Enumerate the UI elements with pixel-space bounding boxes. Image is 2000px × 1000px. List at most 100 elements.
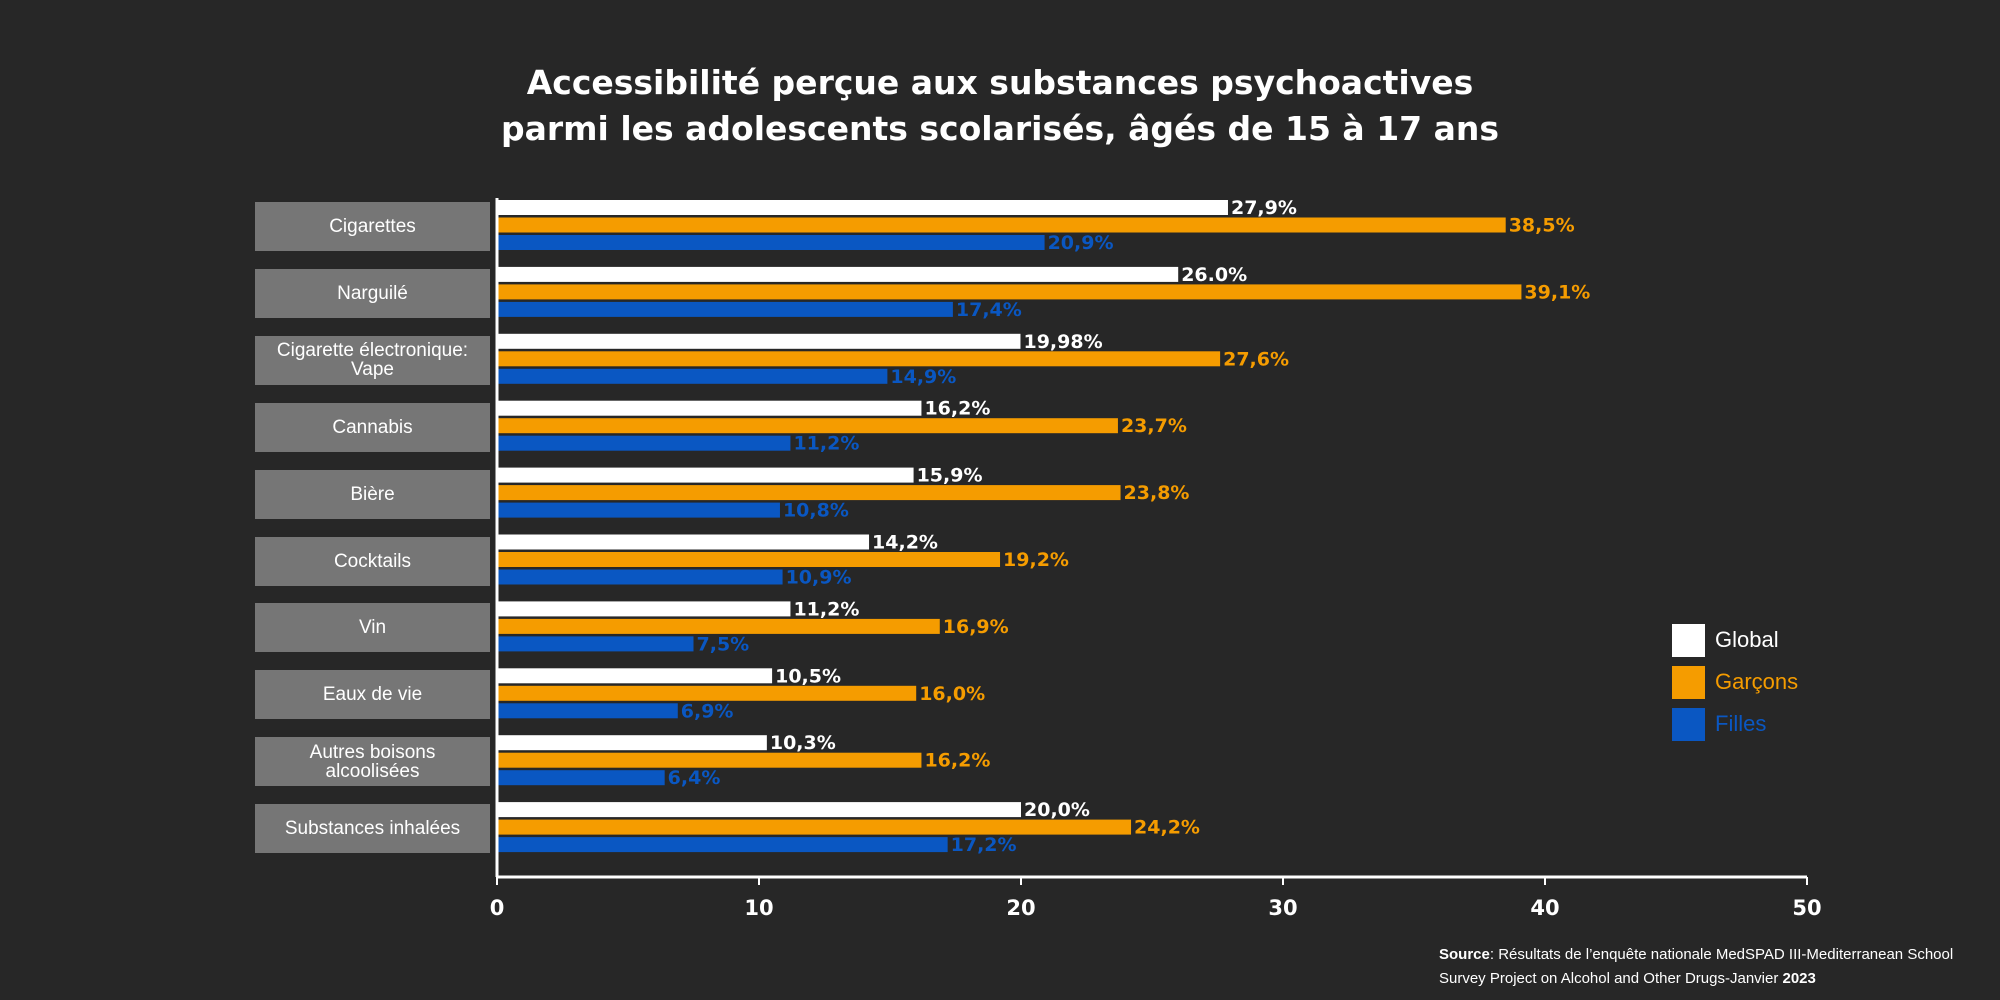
data-label-garcons: 39,1% <box>1524 281 1590 303</box>
category-label: Substances inhalées <box>284 818 461 840</box>
bar-filles <box>497 837 948 853</box>
bar-garcons <box>497 284 1522 300</box>
source-label: Source <box>1439 946 1490 963</box>
legend-label-global: Global <box>1715 627 1779 652</box>
data-label-garcons: 16,2% <box>924 750 990 772</box>
source-note: Source: Résultats de l’enquête nationale… <box>1439 943 1999 991</box>
category-label: Narguilé <box>337 282 408 304</box>
bar-garcons <box>497 485 1121 501</box>
chart-title: Accessibilité perçue aux substances psyc… <box>0 60 2000 152</box>
data-label-global: 14,2% <box>872 532 938 554</box>
category-label-box: Cocktails <box>255 536 490 586</box>
data-label-garcons: 16,9% <box>943 616 1009 638</box>
x-tick-label: 0 <box>490 896 505 920</box>
category-label-box: Eaux de vie <box>255 670 490 720</box>
x-tick-label: 30 <box>1268 896 1297 920</box>
bar-global <box>497 735 767 751</box>
data-label-filles: 20,9% <box>1048 232 1114 254</box>
category-label-box: Cigarettes <box>255 202 490 251</box>
x-tick-label: 50 <box>1792 896 1821 920</box>
data-label-garcons: 38,5% <box>1509 215 1575 237</box>
bar-global <box>497 400 922 416</box>
category-label: Cigarette électronique: Vape <box>276 340 469 381</box>
bar-garcons <box>497 418 1118 434</box>
bar-garcons <box>497 618 940 634</box>
legend-item-filles: Filles <box>1672 707 1798 741</box>
bar-global <box>497 200 1228 215</box>
data-label-garcons: 23,8% <box>1124 482 1190 504</box>
data-label-global: 11,2% <box>793 598 859 620</box>
data-label-filles: 6,9% <box>681 700 734 722</box>
data-label-global: 20,0% <box>1024 799 1090 821</box>
category-label: Autres boisons alcoolisées <box>309 741 436 782</box>
category-label-box: Bière <box>255 469 490 519</box>
bar-filles <box>497 770 665 786</box>
data-label-global: 15,9% <box>917 465 983 487</box>
data-label-global: 27,9% <box>1231 197 1297 219</box>
category-label-box: Substances inhalées <box>255 804 490 854</box>
data-label-global: 10,5% <box>775 665 841 687</box>
x-tick-label: 40 <box>1530 896 1559 920</box>
bar-garcons <box>497 217 1506 233</box>
category-label: Cigarettes <box>329 216 416 237</box>
bar-global <box>497 266 1179 282</box>
bar-garcons <box>497 752 922 768</box>
category-label-box: Narguilé <box>255 268 490 318</box>
category-label: Cocktails <box>333 550 412 572</box>
bar-filles <box>497 569 783 585</box>
bar-garcons <box>497 351 1221 367</box>
category-label-box: Cannabis <box>255 402 490 452</box>
x-tick-label: 20 <box>1006 896 1035 920</box>
bar-global <box>497 467 914 483</box>
x-tick-label: 10 <box>744 896 773 920</box>
legend: Global Garçons Filles <box>1672 623 1798 750</box>
bar-filles <box>497 235 1045 250</box>
bar-global <box>497 333 1021 349</box>
bar-filles <box>497 703 678 719</box>
source-year: 2023 <box>1782 970 1816 987</box>
data-label-global: 10,3% <box>770 732 836 754</box>
data-label-filles: 14,9% <box>890 366 956 388</box>
bar-global <box>497 802 1021 818</box>
data-label-garcons: 24,2% <box>1134 817 1200 839</box>
bar-global <box>497 601 791 617</box>
legend-item-global: Global <box>1672 623 1798 657</box>
bar-garcons <box>497 819 1132 835</box>
data-label-garcons: 23,7% <box>1121 415 1187 437</box>
bar-filles <box>497 636 694 652</box>
data-label-filles: 17,4% <box>956 299 1022 321</box>
legend-swatch-global <box>1672 623 1705 657</box>
legend-label-filles: Filles <box>1715 711 1767 736</box>
data-label-global: 19,98% <box>1023 331 1102 353</box>
data-label-filles: 11,2% <box>793 433 859 455</box>
category-label: Eaux de vie <box>322 684 423 706</box>
bar-garcons <box>497 685 917 701</box>
category-label: Cannabis <box>332 416 413 438</box>
bar-global <box>497 668 773 684</box>
legend-swatch-garcons <box>1672 665 1705 699</box>
category-label: Bière <box>350 483 395 505</box>
category-label-box: Vin <box>255 603 490 653</box>
data-label-garcons: 19,2% <box>1003 549 1069 571</box>
category-label-box: Cigarette électronique: Vape <box>255 335 490 385</box>
data-label-garcons: 16,0% <box>919 683 985 705</box>
data-label-filles: 17,2% <box>951 834 1017 856</box>
legend-swatch-filles <box>1672 707 1705 741</box>
chart-title-line-2: parmi les adolescents scolarisés, âgés d… <box>500 109 1500 148</box>
category-label-box: Autres boisons alcoolisées <box>255 737 490 787</box>
data-label-global: 16,2% <box>924 398 990 420</box>
data-label-filles: 10,9% <box>786 567 852 589</box>
data-label-filles: 10,8% <box>783 500 849 522</box>
source-text: : Résultats de l’enquête nationale MedSP… <box>1439 946 1954 987</box>
bar-garcons <box>497 552 1001 567</box>
bar-global <box>497 534 870 550</box>
data-label-filles: 6,4% <box>668 767 721 789</box>
category-label: Vin <box>358 617 387 639</box>
legend-item-garcons: Garçons <box>1672 665 1798 699</box>
bar-filles <box>497 301 953 317</box>
chart-title-line-1: Accessibilité perçue aux substances psyc… <box>526 63 1474 102</box>
data-label-garcons: 27,6% <box>1223 348 1289 370</box>
data-label-filles: 7,5% <box>697 633 750 655</box>
data-label-global: 26.0% <box>1181 264 1247 286</box>
